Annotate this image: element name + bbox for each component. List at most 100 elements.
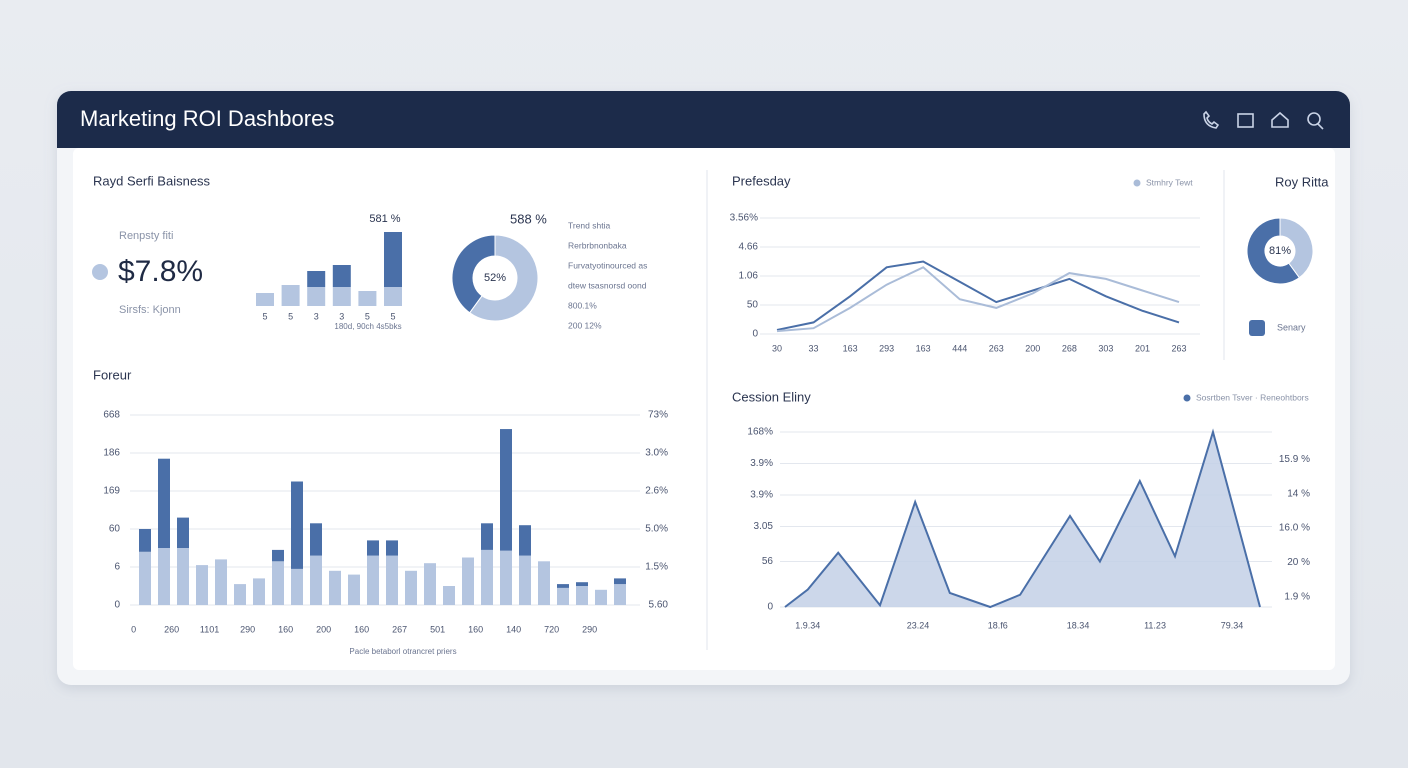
note: Trend shtia [568, 220, 610, 230]
annotation: 581 % [369, 213, 400, 225]
bar-segment [215, 559, 227, 605]
bar-segment [481, 549, 493, 605]
y-tick-label: 3.9% [750, 490, 773, 501]
header-bar [57, 91, 1350, 148]
y-tick-label: 668 [103, 410, 120, 421]
chart-title: Cession Eliny [732, 389, 811, 404]
y2-tick-label: 16.0 % [1279, 523, 1310, 534]
bar-segment [384, 287, 402, 306]
x-tick-label: 263 [1171, 343, 1186, 353]
x-tick-label: 79.34 [1221, 620, 1244, 630]
line-series [776, 266, 1180, 333]
x-tick-label: 201 [1135, 343, 1150, 353]
bar-segment [310, 523, 322, 556]
bar-segment [443, 586, 455, 605]
bar-segment [272, 549, 284, 562]
y2-tick-label: 5.0% [645, 524, 668, 535]
y2-tick-label: 20 % [1287, 557, 1310, 568]
bar-segment [576, 582, 588, 586]
kpi-dot [92, 264, 108, 280]
y-tick-label: 3.05 [754, 521, 774, 532]
donut-center-label: 81% [1269, 245, 1291, 257]
bar-segment [367, 540, 379, 556]
header-icons [1203, 110, 1324, 130]
area-line [784, 428, 1261, 609]
y-tick-label: 4.66 [739, 242, 759, 253]
grid-icon[interactable] [1237, 113, 1254, 128]
bar-segment [272, 561, 284, 605]
chart-title: 588 % [510, 211, 547, 226]
bar-segment [256, 293, 274, 306]
y-tick-label: 168% [747, 427, 773, 438]
bar-segment [310, 555, 322, 605]
bar-segment [332, 287, 351, 306]
bar-segment [234, 584, 246, 605]
x-tick-label: 23.24 [907, 620, 930, 630]
bar-segment [291, 481, 303, 569]
note: 200 12% [568, 320, 602, 330]
bar-segment [196, 565, 208, 605]
bar-segment [307, 287, 326, 306]
donut-center-label: 52% [484, 272, 506, 284]
x-tick-label: 303 [1098, 343, 1113, 353]
y-tick-label: 3.56% [730, 213, 758, 224]
area-fill [785, 432, 1260, 607]
y-tick-label: 60 [109, 524, 121, 535]
x-tick-label: 5 [365, 311, 370, 321]
legend-label: Sosrtben Tsver · Reneohtbors [1196, 392, 1309, 402]
x-tick-label: 444 [952, 343, 967, 353]
bar-segment [348, 574, 360, 605]
y-tick-label: 1.06 [739, 271, 759, 282]
y2-tick-label: 5.60 [649, 600, 669, 611]
note: Furvatyotinourced as [568, 260, 647, 270]
bar-segment [424, 563, 436, 605]
bar-segment [462, 557, 474, 605]
bar-segment [614, 584, 626, 605]
legend-label: Stmhry Tewt [1146, 177, 1193, 187]
x-tick-label: 163 [843, 343, 858, 353]
bar-segment [158, 458, 170, 548]
x-tick-label: 5 [390, 311, 395, 321]
y-tick-label: 186 [103, 448, 120, 459]
y-tick-label: 6 [114, 562, 120, 573]
x-tick-label: 18.f6 [988, 620, 1008, 630]
x-tick-label: 1.9.34 [795, 620, 820, 630]
donut-slice [1246, 217, 1301, 285]
y-tick-label: 0 [767, 602, 773, 613]
x-tick-label: 160 [468, 624, 483, 634]
caption: Pacle betaborl otrancret priers [349, 647, 456, 656]
bar-segment [329, 570, 341, 605]
bar-segment [358, 291, 377, 306]
bar-segment [614, 578, 626, 585]
x-tick-label: 267 [392, 624, 407, 634]
y-tick-label: 0 [752, 329, 758, 340]
bar-segment [500, 550, 512, 605]
home-icon[interactable] [1271, 111, 1289, 128]
caption: 180d, 90ch 4s5bks [334, 322, 401, 331]
y-tick-label: 56 [762, 556, 774, 567]
x-tick-label: 268 [1062, 343, 1077, 353]
kpi-value: $7.8% [118, 255, 203, 288]
line-series [776, 260, 1180, 331]
bar-segment [332, 265, 351, 287]
bar-segment [386, 540, 398, 556]
y2-tick-label: 2.6% [645, 486, 668, 497]
bar-segment [281, 285, 300, 306]
search-icon[interactable] [1307, 112, 1321, 126]
x-tick-label: 3 [339, 311, 344, 321]
x-tick-label: 11.23 [1144, 620, 1166, 630]
x-tick-label: 501 [430, 624, 445, 634]
bar-segment [384, 232, 402, 287]
y-tick-label: 169 [103, 486, 120, 497]
x-tick-label: 33 [809, 343, 819, 353]
x-tick-label: 30 [772, 343, 782, 353]
donut-slice [1279, 217, 1314, 279]
bar-segment [500, 429, 512, 551]
bar-segment [177, 517, 189, 548]
bar-segment [481, 523, 493, 550]
header-title: Marketing ROI Dashbores [80, 106, 334, 131]
phone-icon[interactable] [1203, 110, 1220, 129]
y-tick-label: 0 [114, 600, 120, 611]
bar-segment [519, 555, 531, 605]
note: 800.1% [568, 300, 597, 310]
